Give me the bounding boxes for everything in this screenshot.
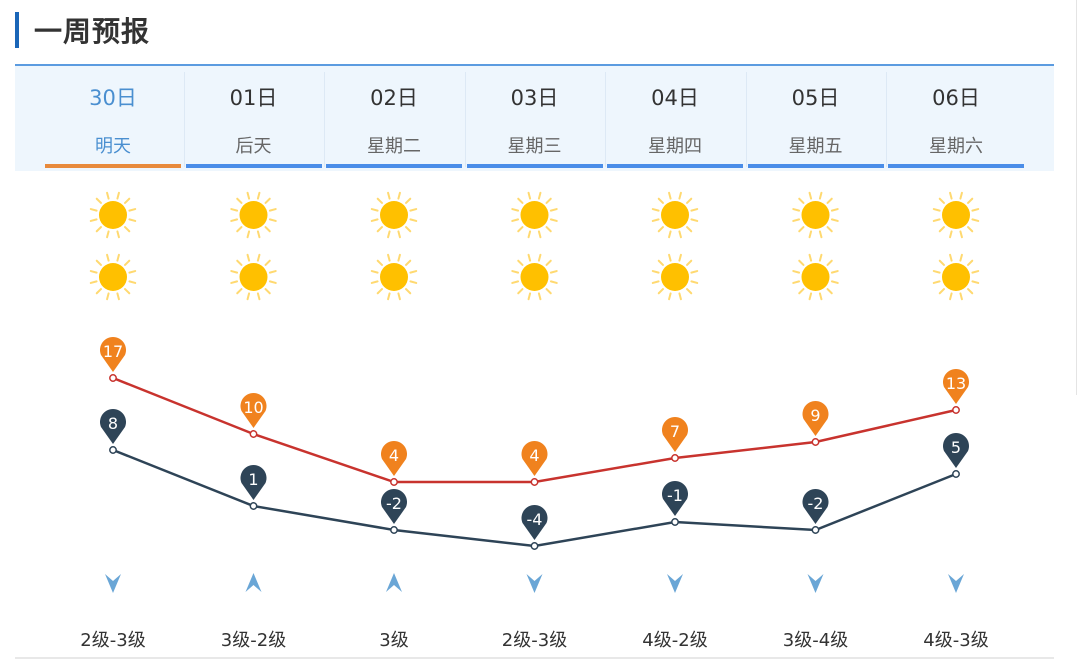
wind-down-arrow-icon [667, 574, 683, 593]
tab-underline [185, 164, 322, 168]
day-sun-icon [932, 191, 980, 239]
night-sun-icon [89, 253, 137, 301]
day-date: 04日 [651, 86, 699, 110]
day-tab[interactable]: 05日 星期五 [745, 66, 886, 171]
high-temp-label: 10 [243, 398, 263, 417]
day-date: 02日 [370, 86, 418, 110]
day-sun-icon [89, 191, 137, 239]
day-label: 明天 [95, 136, 131, 157]
day-tabs: 30日 明天 01日 后天 02日 星期二 03日 星期三 04日 星期四 05… [15, 64, 1054, 171]
wind-level: 3级 [379, 630, 409, 651]
title-accent [15, 12, 19, 48]
night-sun-icon [651, 253, 699, 301]
low-temp-point: -2 [802, 488, 829, 534]
night-sun-icon [511, 253, 558, 301]
high-temp-point: 10 [240, 393, 267, 438]
low-temp-point: 8 [99, 408, 127, 454]
separator [745, 72, 747, 167]
day-date: 05日 [791, 86, 840, 110]
high-temp-label: 4 [389, 446, 399, 465]
day-tab[interactable]: 02日 星期二 [324, 66, 464, 171]
tab-underline [607, 164, 743, 168]
tab-underline [326, 164, 462, 168]
day-label: 后天 [235, 136, 272, 157]
low-temp-label: 1 [248, 470, 258, 489]
wind-level: 4级-2级 [642, 630, 708, 651]
day-sun-icon [230, 191, 277, 239]
day-label: 星期六 [929, 136, 983, 157]
wind-down-arrow-icon [948, 574, 964, 593]
day-label: 星期三 [507, 136, 562, 157]
day-sun-icon [511, 191, 558, 239]
day-date: 03日 [510, 86, 559, 110]
day-sun-icon [651, 191, 699, 239]
wind-down-arrow-icon [526, 574, 543, 593]
divider [15, 657, 1054, 659]
high-temp-point: 4 [381, 441, 408, 486]
high-temp-point: 17 [100, 337, 126, 382]
low-temp-point: 5 [943, 433, 970, 478]
day-label: 星期四 [648, 136, 702, 157]
day-tab[interactable]: 03日 星期三 [464, 66, 605, 171]
separator [464, 72, 466, 167]
low-temp-label: -1 [667, 486, 683, 505]
low-temp-point: 1 [240, 465, 267, 510]
day-tab[interactable]: 06日 星期六 [886, 66, 1026, 171]
day-date: 30日 [89, 86, 137, 110]
wind-up-arrow-icon [245, 573, 262, 592]
high-temp-point: 7 [662, 417, 689, 462]
night-sun-icon [792, 253, 839, 301]
high-temp-label: 7 [670, 422, 680, 441]
day-tab[interactable]: 01日 后天 [183, 66, 324, 171]
high-temp-point: 9 [802, 401, 829, 446]
day-label: 星期五 [788, 136, 843, 157]
tab-underline [747, 164, 884, 168]
wind-up-arrow-icon [386, 573, 402, 592]
night-sun-icon [370, 253, 418, 301]
day-date: 01日 [229, 86, 278, 110]
high-temp-point: 4 [521, 441, 548, 486]
low-temp-point: -2 [381, 488, 408, 534]
high-temp-label: 13 [946, 374, 966, 393]
day-sun-icon [370, 191, 418, 239]
wind-level: 2级-3级 [80, 630, 146, 651]
separator [605, 72, 606, 167]
day-date: 06日 [932, 86, 980, 110]
low-temp-label: 8 [108, 414, 118, 433]
separator [183, 72, 185, 167]
low-temp-label: 5 [951, 438, 961, 457]
night-sun-icon [932, 253, 980, 301]
high-temp-label: 9 [810, 406, 820, 425]
separator [886, 72, 887, 167]
day-tab[interactable]: 04日 星期四 [605, 66, 745, 171]
page-title: 一周预报 [34, 15, 151, 48]
high-temp-label: 17 [103, 342, 123, 361]
low-temp-point: -1 [662, 481, 689, 526]
wind-level: 2级-3级 [501, 630, 568, 651]
day-label: 星期二 [367, 136, 421, 157]
low-temp-label: -4 [527, 510, 543, 529]
tab-underline [45, 164, 181, 168]
wind-level: 3级-2级 [220, 630, 287, 651]
wind-down-arrow-icon [105, 574, 121, 593]
high-temp-label: 4 [529, 446, 539, 465]
low-temp-label: -2 [808, 494, 824, 513]
night-sun-icon [230, 253, 277, 301]
tab-underline [466, 164, 603, 168]
low-temp-point: -4 [521, 505, 548, 550]
divider [1076, 0, 1077, 395]
low-temp-label: -2 [386, 494, 402, 513]
high-temp-point: 13 [943, 369, 970, 414]
wind-down-arrow-icon [807, 574, 824, 593]
wind-level: 3级-4级 [782, 630, 849, 651]
wind-level: 4级-3级 [923, 630, 989, 651]
day-tab[interactable]: 30日 明天 [43, 66, 183, 171]
day-sun-icon [792, 191, 839, 239]
tab-underline [888, 164, 1024, 168]
separator [324, 72, 325, 167]
